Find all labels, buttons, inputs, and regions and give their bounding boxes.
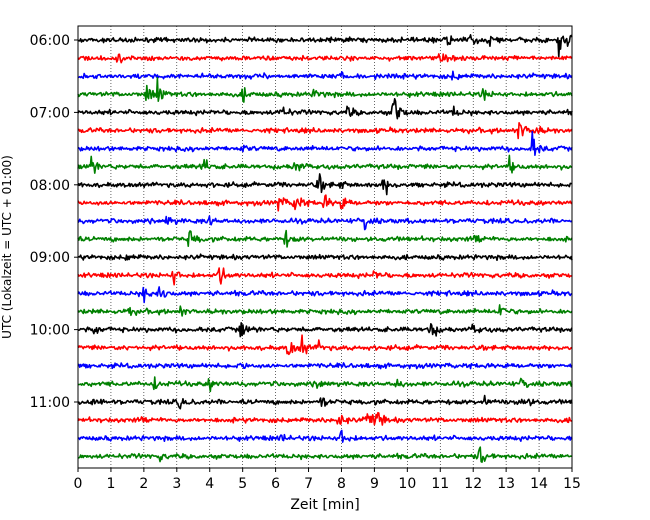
y-tick-label: 09:00: [30, 250, 70, 266]
trace-1100: [77, 394, 573, 410]
trace-0730: [77, 130, 573, 156]
plot-frame: [77, 25, 573, 469]
trace-1015: [77, 334, 573, 356]
trace-0745: [77, 154, 573, 174]
x-tick-label: 11: [431, 476, 449, 492]
x-axis-label: Zeit [min]: [290, 497, 359, 513]
trace-0800: [77, 173, 573, 196]
trace-0600: [77, 34, 573, 58]
trace-0900: [77, 253, 573, 262]
x-tick-label: 2: [139, 476, 148, 492]
x-tick-label: 1: [106, 476, 115, 492]
trace-1045: [77, 376, 573, 393]
trace-0630: [77, 70, 573, 81]
x-tick-label: 15: [563, 476, 581, 492]
y-tick-label: 10:00: [30, 323, 70, 339]
y-tick-label: 06:00: [30, 33, 70, 49]
y-tick-label: 07:00: [30, 105, 70, 121]
trace-1000: [77, 321, 573, 338]
x-tick-label: 0: [74, 476, 83, 492]
x-tick-label: 6: [271, 476, 280, 492]
trace-0915: [77, 267, 573, 286]
x-tick-label: 13: [497, 476, 515, 492]
trace-0845: [77, 229, 573, 248]
x-tick-label: 8: [337, 476, 346, 492]
trace-0830: [77, 215, 573, 231]
x-axis-ticks: 0 1 2 3 4 5 6 7 8 9 10 11 12 13 14 15: [74, 468, 581, 492]
trace-0615: [77, 53, 573, 64]
x-tick-label: 3: [172, 476, 181, 492]
x-tick-label: 14: [530, 476, 548, 492]
trace-0645: [77, 77, 573, 103]
trace-0815: [77, 194, 573, 212]
trace-0715: [77, 122, 573, 140]
y-tick-label: 11:00: [30, 395, 70, 411]
trace-0930: [77, 286, 573, 304]
x-tick-label: 10: [398, 476, 416, 492]
x-tick-label: 5: [238, 476, 247, 492]
y-axis-label: UTC (Lokalzeit = UTC + 01:00): [0, 155, 14, 339]
x-tick-label: 7: [304, 476, 313, 492]
trace-0700: [77, 97, 573, 120]
x-tick-label: 4: [205, 476, 214, 492]
trace-1115: [77, 411, 573, 426]
trace-0945: [77, 304, 573, 317]
y-tick-label: 08:00: [30, 178, 70, 194]
trace-1145: [77, 446, 573, 463]
x-tick-label: 9: [370, 476, 379, 492]
y-axis-ticks: 06:00 07:00 08:00 09:00 10:00 11:00: [30, 33, 78, 411]
trace-1030: [77, 362, 573, 370]
trace-1130: [77, 429, 573, 443]
x-tick-label: 12: [464, 476, 482, 492]
seismic-traces: [77, 34, 573, 463]
